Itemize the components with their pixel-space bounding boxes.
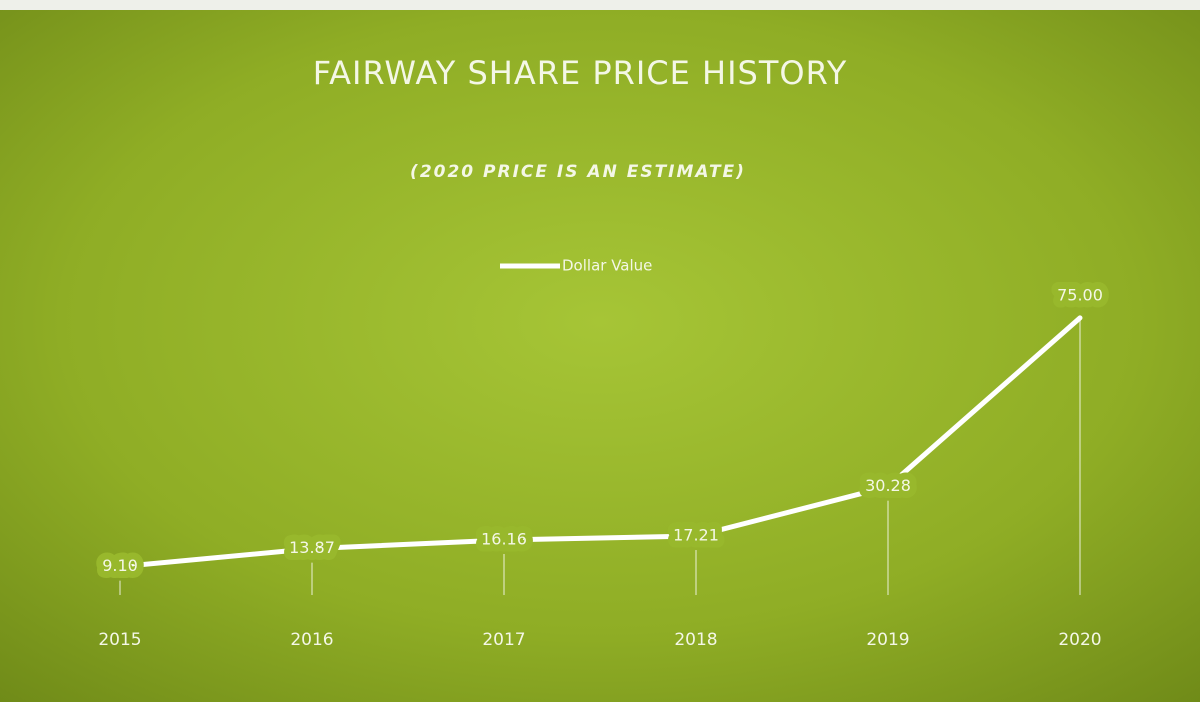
legend-label: Dollar Value [562,257,652,275]
x-tick-label: 2020 [1058,630,1101,650]
chart-title: FAIRWAY SHARE PRICE HISTORY [313,54,848,92]
x-tick-label: 2018 [674,630,717,650]
x-tick-label: 2019 [866,630,909,650]
chart-subtitle: (2020 PRICE IS AN ESTIMATE) [410,162,746,182]
data-label: 17.21 [673,526,719,545]
x-tick-label: 2017 [482,630,525,650]
x-tick-label: 2015 [98,630,141,650]
data-label: 13.87 [289,538,335,557]
chart-background [0,10,1200,702]
x-tick-label: 2016 [290,630,333,650]
data-label: 75.00 [1057,285,1103,304]
data-label: 9.10 [102,556,138,575]
data-label: 30.28 [865,476,911,495]
line-series [117,315,1083,570]
data-label: 16.16 [481,529,527,548]
